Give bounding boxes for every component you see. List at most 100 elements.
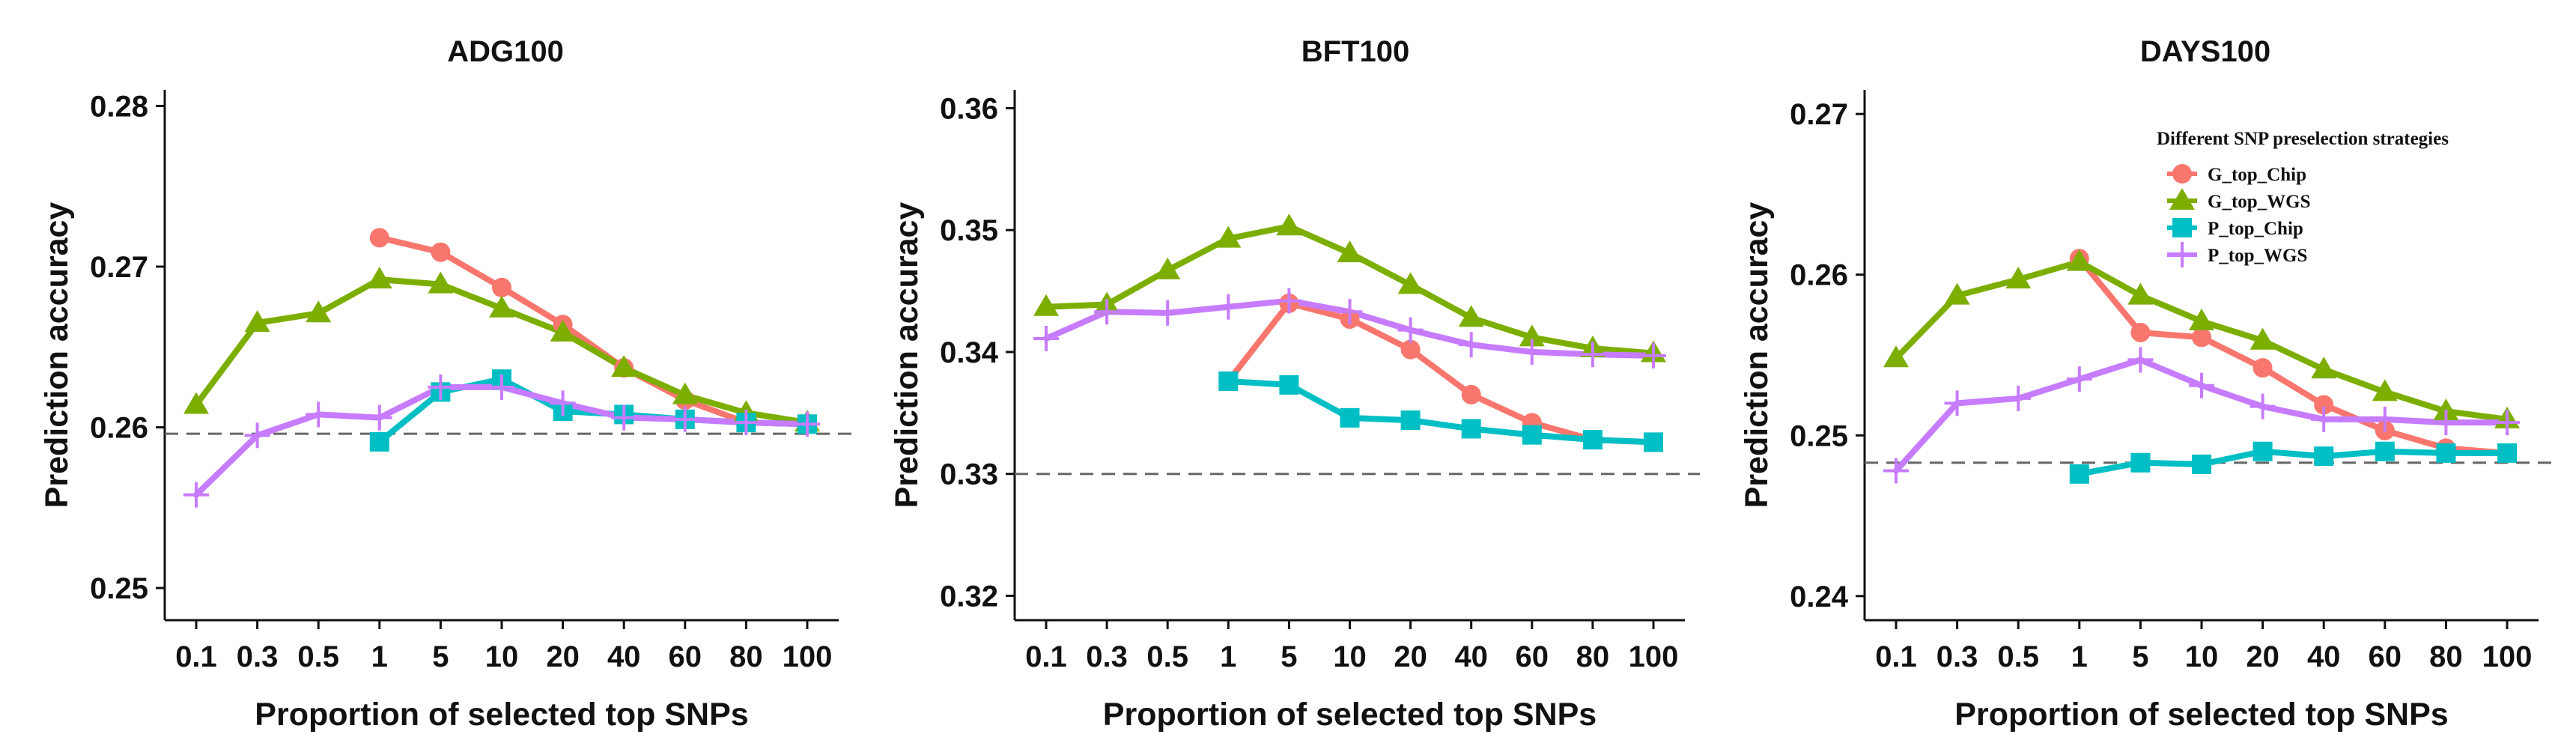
- legend-item-g-top-wgs: G_top_WGS: [2167, 188, 2311, 212]
- point-p-top-chip: [2436, 443, 2456, 463]
- x-tick-label: 1: [2071, 640, 2088, 673]
- point-p-top-wgs: [1641, 342, 1666, 369]
- legend-title: Different SNP preselection strategies: [2157, 129, 2449, 149]
- series-line-p-top-chip: [2076, 448, 2510, 477]
- x-tick-label: 0.3: [237, 640, 279, 673]
- point-g-top-wgs: [2433, 398, 2459, 421]
- x-tick-label: 10: [2185, 640, 2219, 673]
- point-g-top-wgs: [1397, 272, 1424, 294]
- y-tick-label: 0.25: [1790, 419, 1848, 452]
- point-p-top-chip: [1400, 410, 1421, 431]
- point-g-top-wgs: [366, 267, 392, 289]
- x-tick-label: 0.5: [1146, 640, 1188, 673]
- point-g-top-wgs: [550, 319, 576, 342]
- series-line-p-top-chip: [1225, 377, 1656, 446]
- point-g-top-wgs: [1155, 257, 1181, 279]
- point-p-top-wgs: [1944, 390, 1970, 416]
- point-g-top-wgs: [489, 295, 514, 318]
- point-p-top-wgs: [733, 410, 759, 436]
- y-tick-label: 0.36: [940, 92, 998, 125]
- point-p-top-wgs: [2494, 410, 2520, 436]
- x-tick-label: 100: [783, 640, 833, 673]
- point-p-top-wgs: [1276, 288, 1302, 314]
- chart-title: DAYS100: [2140, 35, 2270, 68]
- panel-days100: DAYS100 0.24 0.25 0.26 0.27 0.1 0.3 0.5 1 5 10 20 40…: [1739, 35, 2554, 733]
- chart-panels: ADG100 0.25 0.26 0.27 0.28 0.1 0.3 0.5 1 5 10 20 40 6…: [39, 35, 2554, 733]
- point-p-top-wgs: [428, 374, 454, 400]
- y-tick-label: 0.35: [940, 214, 998, 247]
- legend-label: P_top_WGS: [2208, 246, 2307, 266]
- x-axis-title: Proportion of selected top SNPs: [1103, 697, 1597, 733]
- x-tick-label: 100: [2482, 640, 2533, 673]
- point-p-top-chip: [1218, 371, 1239, 391]
- point-g-top-wgs: [2372, 379, 2398, 401]
- point-p-top-wgs: [2433, 410, 2459, 436]
- x-tick-label: 0.1: [1875, 640, 1917, 673]
- x-axis-title: Proportion of selected top SNPs: [255, 697, 748, 733]
- x-tick-label: 10: [485, 640, 519, 673]
- point-p-top-wgs: [1883, 458, 1909, 484]
- legend: Different SNP preselection strategies G_t…: [2157, 129, 2449, 267]
- x-tick-label: 0.5: [1997, 640, 2039, 673]
- legend-key-marker: [2172, 164, 2192, 184]
- panel-adg100: ADG100 0.25 0.26 0.27 0.28 0.1 0.3 0.5 1 5 10 20 40 6…: [39, 35, 854, 733]
- point-p-top-wgs: [1215, 294, 1242, 320]
- y-tick-label: 0.27: [90, 251, 148, 284]
- series-line-g-top-chip: [2076, 255, 2510, 456]
- point-g-top-chip: [2314, 395, 2334, 415]
- x-tick-label: 40: [1454, 640, 1488, 673]
- x-tick-label: 60: [2369, 640, 2402, 673]
- point-g-top-wgs: [1337, 240, 1363, 263]
- point-g-top-wgs: [672, 382, 698, 404]
- point-g-top-wgs: [2189, 308, 2214, 330]
- point-g-top-wgs: [2250, 327, 2276, 350]
- x-tick-label: 0.3: [1936, 640, 1978, 673]
- point-p-top-chip: [1340, 407, 1360, 428]
- point-g-top-wgs: [1944, 282, 1970, 305]
- point-p-top-chip: [1522, 425, 1542, 445]
- x-tick-label: 100: [1629, 640, 1679, 673]
- y-tick-label: 0.26: [90, 412, 148, 445]
- point-p-top-wgs: [244, 422, 270, 449]
- point-p-top-wgs: [2127, 347, 2154, 373]
- x-tick-label: 10: [1333, 640, 1367, 673]
- x-tick-label: 40: [2307, 640, 2341, 673]
- point-p-top-chip: [369, 431, 389, 452]
- point-g-top-wgs: [306, 300, 332, 323]
- point-p-top-wgs: [2250, 393, 2276, 419]
- point-p-top-chip: [1279, 375, 1299, 395]
- point-p-top-chip: [1644, 432, 1663, 452]
- legend-key-marker: [2169, 188, 2195, 210]
- legend-item-p-top-chip: P_top_Chip: [2167, 218, 2303, 239]
- point-p-top-wgs: [795, 411, 820, 437]
- y-tick-label: 0.24: [1790, 580, 1849, 613]
- point-g-top-chip: [2192, 327, 2211, 348]
- y-tick-label: 0.34: [940, 336, 999, 369]
- legend-key-marker: [2169, 242, 2195, 267]
- x-axis-title: Proportion of selected top SNPs: [1954, 697, 2448, 733]
- point-p-top-wgs: [1458, 332, 1484, 358]
- point-p-top-wgs: [1094, 299, 1120, 325]
- legend-item-g-top-chip: G_top_Chip: [2167, 164, 2306, 185]
- x-tick-label: 5: [432, 640, 449, 673]
- point-p-top-chip: [2375, 441, 2395, 461]
- point-g-top-wgs: [1458, 305, 1484, 327]
- point-g-top-wgs: [183, 392, 209, 414]
- legend-label: P_top_Chip: [2208, 219, 2303, 239]
- point-g-top-wgs: [1033, 294, 1059, 316]
- point-g-top-wgs: [2066, 249, 2092, 271]
- point-g-top-wgs: [428, 271, 454, 294]
- point-g-top-wgs: [1276, 213, 1302, 236]
- point-p-top-wgs: [2372, 406, 2398, 432]
- chart-title: BFT100: [1301, 35, 1410, 68]
- y-tick-label: 0.32: [940, 580, 998, 613]
- point-g-top-chip: [1400, 339, 1421, 360]
- x-tick-label: 20: [2246, 640, 2279, 673]
- point-p-top-wgs: [489, 374, 514, 400]
- point-g-top-chip: [369, 228, 389, 248]
- legend-label: G_top_Chip: [2208, 165, 2306, 185]
- point-g-top-chip: [431, 242, 451, 262]
- point-p-top-wgs: [1155, 300, 1181, 326]
- point-p-top-chip: [2253, 441, 2273, 461]
